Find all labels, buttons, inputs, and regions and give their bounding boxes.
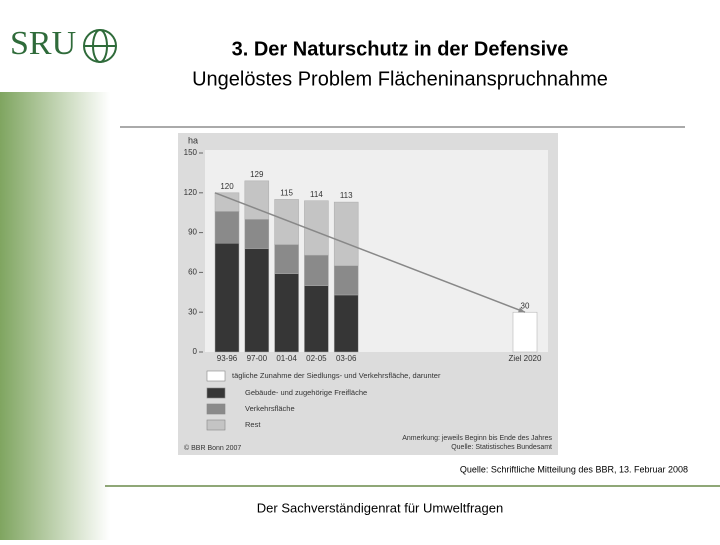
logo-globe — [83, 29, 117, 63]
copyright: © BBR Bonn 2007 — [184, 444, 241, 452]
total-label: 114 — [310, 190, 323, 199]
bar-segment — [214, 211, 240, 244]
bar-segment — [304, 254, 329, 286]
total-label: 115 — [280, 189, 293, 198]
subtitle: Ungelöstes Problem Flächeninanspruchnahm… — [192, 68, 608, 90]
trend-line — [214, 192, 526, 313]
bar-segment — [214, 192, 240, 212]
legend-label: Verkehrsfläche — [245, 404, 295, 413]
y-axis-label: ha — [188, 135, 198, 145]
total-label: 120 — [220, 182, 234, 191]
x-tick-label: 02-05 — [306, 354, 327, 363]
source: Quelle: Schriftliche Mitteilung des BBR,… — [460, 464, 688, 474]
bar-segment — [333, 294, 359, 353]
x-tick-label: Ziel 2020 — [509, 354, 542, 363]
legend-swatch — [206, 419, 226, 431]
bar-segment — [304, 285, 329, 353]
bar-segment — [214, 242, 240, 353]
footer: Der Sachverständigenrat für Umweltfragen — [257, 500, 503, 515]
legend-label: tägliche Zunahme der Siedlungs- und Verk… — [232, 371, 441, 380]
bar-segment — [512, 311, 538, 353]
y-tick-label: 30 — [188, 307, 197, 316]
bar-segment — [274, 244, 299, 274]
y-tick-label: 90 — [188, 228, 197, 237]
x-tick-label: 03-06 — [336, 354, 357, 363]
total-label: 30 — [521, 301, 530, 310]
y-tick-label: 0 — [193, 347, 198, 356]
legend-label: Rest — [245, 420, 261, 429]
total-label: 129 — [250, 170, 264, 179]
trend-arrowhead — [518, 307, 525, 313]
legend-label: Gebäude- und zugehörige Freifläche — [245, 388, 367, 397]
legend-swatch — [206, 387, 226, 399]
y-tick-label: 150 — [184, 148, 198, 157]
x-tick-label: 97-00 — [247, 354, 268, 363]
legend-swatch — [206, 403, 226, 415]
bar-segment — [274, 199, 299, 245]
chart-note: Anmerkung: jeweils Beginn bis Ende des J… — [402, 435, 552, 442]
x-tick-label: 93-96 — [217, 354, 238, 363]
y-tick-label: 60 — [188, 268, 197, 277]
bar-segment — [274, 273, 299, 353]
legend-swatch — [206, 370, 226, 382]
bar-segment — [244, 219, 270, 249]
total-label: 113 — [340, 191, 353, 200]
bar-segment — [244, 248, 270, 353]
bar-segment — [333, 201, 359, 267]
title: 3. Der Naturschutz in der Defensive — [232, 38, 569, 60]
bar-segment — [244, 180, 270, 220]
chart-source: Quelle: Statistisches Bundesamt — [451, 444, 552, 451]
bar-segment — [304, 200, 329, 256]
logo-text: SRU — [10, 25, 76, 62]
bar-segment — [333, 265, 359, 296]
x-tick-label: 01-04 — [276, 354, 297, 363]
y-tick-label: 120 — [184, 188, 198, 197]
